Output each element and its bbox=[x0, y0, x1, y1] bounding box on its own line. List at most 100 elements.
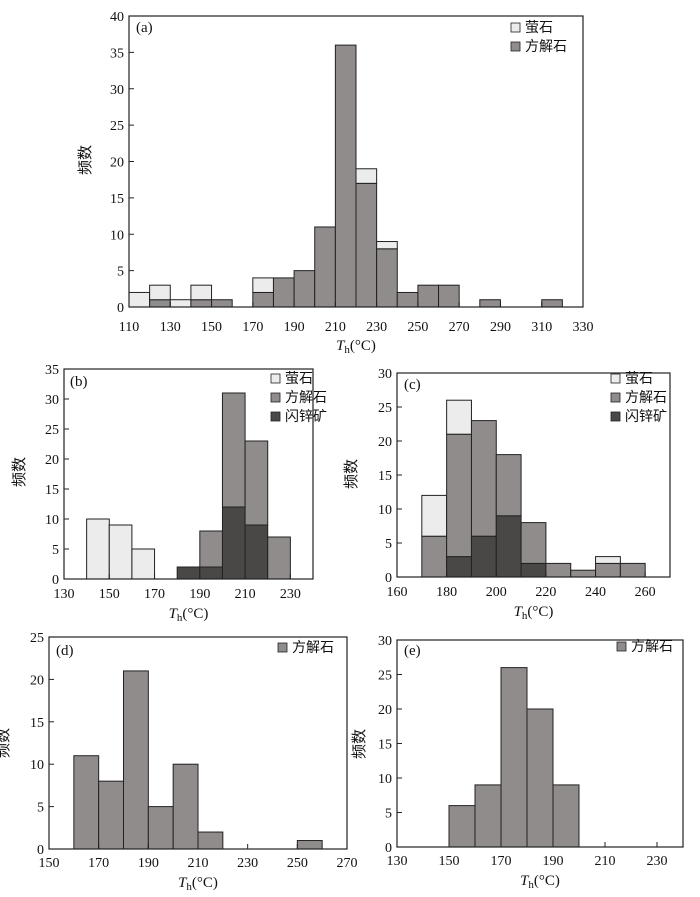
x-tick-label: 260 bbox=[635, 585, 656, 600]
panel-d: 0 5 10 15 20 25 150 170 190 210 230 250 270 (d) Th(°C)… bbox=[0, 631, 358, 893]
y-tick-label: 25 bbox=[378, 401, 392, 416]
legend-label-fluorite: 萤石 bbox=[285, 371, 313, 387]
y-tick-label: 0 bbox=[37, 843, 44, 858]
x-tick-label: 150 bbox=[201, 320, 222, 335]
x-tick-label: 150 bbox=[99, 587, 120, 602]
y-tick-label: 15 bbox=[378, 738, 392, 753]
y-axis-label: 频数 bbox=[77, 145, 94, 175]
x-axis-label: Th(°C) bbox=[178, 875, 218, 893]
x-tick-label: 210 bbox=[325, 320, 346, 335]
legend-label-calcite: 方解石 bbox=[285, 390, 327, 406]
bar-calcite-220 bbox=[267, 536, 291, 580]
bar-calcite-250 bbox=[619, 562, 646, 578]
bar-fluorite-240 bbox=[595, 556, 621, 564]
y-tick-label: 30 bbox=[45, 393, 59, 408]
y-tick-label: 25 bbox=[378, 669, 392, 684]
bar-calcite-200 bbox=[495, 454, 522, 517]
x-tick-label: 210 bbox=[188, 856, 209, 871]
legend-swatch-fluorite bbox=[270, 373, 281, 384]
bar-fluorite-130 bbox=[169, 299, 192, 308]
legend-label-sphalerite: 闪锌矿 bbox=[625, 409, 667, 425]
y-tick-label: 10 bbox=[30, 758, 44, 773]
bar-calcite-120 bbox=[149, 299, 171, 308]
x-axis-label: Th(°C) bbox=[520, 873, 560, 891]
legend-label-calcite: 方解石 bbox=[292, 640, 334, 656]
x-tick-label: 230 bbox=[237, 856, 258, 871]
x-tick-label: 170 bbox=[144, 587, 165, 602]
bar-sphalerite-180 bbox=[446, 556, 472, 578]
y-tick-label: 20 bbox=[378, 435, 392, 450]
bar-calcite-170 bbox=[421, 535, 448, 578]
x-tick-label: 250 bbox=[407, 320, 428, 335]
legend-swatch-calcite bbox=[277, 642, 288, 653]
y-tick-label: 15 bbox=[110, 192, 124, 207]
bar-calcite-210 bbox=[244, 440, 269, 526]
x-tick-label: 160 bbox=[387, 585, 408, 600]
x-tick-label: 210 bbox=[235, 587, 256, 602]
y-tick-label: 40 bbox=[110, 10, 124, 25]
y-tick-label: 5 bbox=[52, 543, 59, 558]
bar-calcite-230 bbox=[570, 569, 597, 578]
panel-label: (d) bbox=[56, 643, 74, 659]
legend-label-fluorite: 萤石 bbox=[525, 20, 553, 36]
bar-fluorite-110 bbox=[128, 291, 151, 308]
y-tick-label: 10 bbox=[45, 513, 59, 528]
y-tick-label: 20 bbox=[110, 156, 124, 171]
legend-label-calcite: 方解石 bbox=[525, 39, 567, 55]
y-tick-label: 10 bbox=[378, 772, 392, 787]
bar-calcite-180 bbox=[526, 708, 554, 848]
bar-calcite-170 bbox=[252, 291, 274, 308]
legend-swatch-fluorite bbox=[610, 373, 621, 384]
bar-calcite-230 bbox=[376, 248, 398, 308]
x-tick-label: 170 bbox=[491, 854, 512, 869]
bar-calcite-150 bbox=[211, 299, 233, 308]
x-tick-label: 250 bbox=[287, 856, 308, 871]
y-axis-label: 频数 bbox=[351, 729, 368, 759]
y-tick-label: 0 bbox=[385, 571, 392, 586]
bar-sphalerite-190 bbox=[199, 566, 223, 580]
y-tick-label: 30 bbox=[378, 634, 392, 649]
legend-swatch-calcite bbox=[270, 392, 281, 403]
x-axis-label: Th(°C) bbox=[336, 338, 376, 356]
bar-calcite-160 bbox=[73, 755, 100, 850]
x-tick-label: 270 bbox=[449, 320, 470, 335]
y-tick-label: 0 bbox=[52, 573, 59, 588]
bar-calcite-180 bbox=[272, 277, 295, 308]
legend-label-calcite: 方解石 bbox=[631, 639, 673, 655]
x-tick-label: 150 bbox=[439, 854, 460, 869]
x-tick-label: 170 bbox=[88, 856, 109, 871]
bar-fluorite-170 bbox=[252, 277, 274, 293]
bar-calcite-250 bbox=[296, 840, 323, 850]
bar-calcite-220 bbox=[355, 182, 378, 308]
bar-calcite-240 bbox=[595, 562, 621, 578]
y-tick-label: 5 bbox=[385, 537, 392, 552]
y-tick-label: 5 bbox=[385, 807, 392, 822]
bar-calcite-170 bbox=[500, 667, 528, 848]
legend-label-fluorite: 萤石 bbox=[625, 371, 653, 387]
legend-swatch-fluorite bbox=[510, 22, 521, 33]
bar-calcite-140 bbox=[190, 299, 213, 308]
y-tick-label: 30 bbox=[378, 367, 392, 382]
bar-fluorite-170 bbox=[421, 494, 448, 537]
bar-fluorite-120 bbox=[149, 284, 171, 301]
y-tick-label: 20 bbox=[45, 453, 59, 468]
y-tick-label: 10 bbox=[378, 503, 392, 518]
bar-sphalerite-180 bbox=[176, 566, 201, 580]
y-tick-label: 25 bbox=[45, 423, 59, 438]
x-axis-label: Th(°C) bbox=[169, 606, 209, 624]
bar-calcite-210 bbox=[334, 44, 357, 308]
x-tick-label: 130 bbox=[160, 320, 181, 335]
panel-e: 0 5 10 15 20 25 30 130 150 170 190 210 230 (e) Th(°C) 频… bbox=[351, 634, 684, 891]
bar-calcite-190 bbox=[199, 530, 223, 568]
bar-sphalerite-200 bbox=[221, 506, 246, 580]
legend-swatch-sphalerite bbox=[610, 411, 621, 422]
bar-calcite-180 bbox=[446, 433, 472, 558]
y-tick-label: 15 bbox=[378, 469, 392, 484]
y-axis-label: 频数 bbox=[11, 457, 28, 487]
x-tick-label: 220 bbox=[535, 585, 556, 600]
x-tick-label: 210 bbox=[595, 854, 616, 869]
bar-calcite-200 bbox=[314, 226, 336, 308]
bar-calcite-210 bbox=[197, 831, 224, 850]
y-tick-label: 0 bbox=[117, 301, 124, 316]
y-tick-label: 25 bbox=[110, 119, 124, 134]
